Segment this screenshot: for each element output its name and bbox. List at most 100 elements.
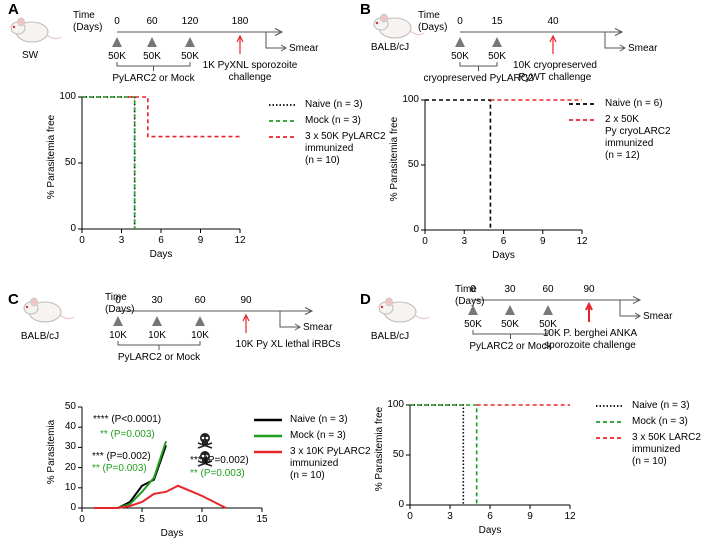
panel-label: D xyxy=(360,291,371,308)
arrow-head xyxy=(304,307,314,315)
legend-label: 3 x 10K PyLARC2 immunized (n = 10) xyxy=(290,446,371,481)
mouse-icon xyxy=(378,297,430,323)
y-tick-label: 0 xyxy=(413,224,419,235)
smear-arrow xyxy=(279,311,301,331)
challenge-label: 1K PyXNL sporozoite challenge xyxy=(202,60,298,83)
dose-label: 50K xyxy=(451,51,469,62)
dose-label: 50K xyxy=(108,51,126,62)
legend-label: Naive (n = 3) xyxy=(632,400,690,411)
x-tick-label: 0 xyxy=(422,236,428,247)
mouse-icon xyxy=(373,13,425,39)
day-label: 180 xyxy=(231,16,249,27)
day-label: 60 xyxy=(146,16,158,27)
x-tick-label: 6 xyxy=(158,235,164,246)
day-label: 15 xyxy=(491,16,503,27)
time-label: Time (Days) xyxy=(105,292,135,315)
significance-label: *** (P=0.002) xyxy=(190,455,249,466)
immunization-marker xyxy=(152,316,162,326)
day-label: 40 xyxy=(547,16,559,27)
x-tick-label: 5 xyxy=(139,514,145,525)
x-tick-label: 6 xyxy=(487,511,493,522)
panel-label: A xyxy=(8,1,19,18)
x-tick-label: 12 xyxy=(576,236,588,247)
data-line xyxy=(128,96,240,138)
day-label: 30 xyxy=(151,295,163,306)
day-label: 0 xyxy=(470,284,476,295)
challenge-arrow xyxy=(242,313,250,333)
y-axis-title: % Parasitemia free xyxy=(374,406,385,492)
immunization-marker xyxy=(113,316,123,326)
regimen-label: PyLARC2 or Mock xyxy=(112,73,195,84)
x-tick-label: 3 xyxy=(461,236,468,247)
mouse-strain: BALB/cJ xyxy=(370,42,410,53)
mouse-strain: SW xyxy=(21,50,39,61)
x-tick-label: 9 xyxy=(539,236,546,247)
significance-label: ** (P=0.003) xyxy=(100,429,155,440)
day-label: 60 xyxy=(194,295,206,306)
data-line xyxy=(94,484,227,509)
x-tick-label: 15 xyxy=(256,514,268,525)
readout-label: Smear xyxy=(628,43,658,54)
data-line xyxy=(410,404,478,505)
regimen-label: PyLARC2 or Mock xyxy=(117,352,201,363)
x-tick-label: 0 xyxy=(79,514,85,525)
x-axis-title: Days xyxy=(160,528,184,539)
time-label: Time (Days) xyxy=(73,10,103,33)
significance-label: ** (P=0.003) xyxy=(92,463,147,474)
immunization-marker xyxy=(112,37,122,47)
regimen-bracket xyxy=(117,341,201,350)
readout-label: Smear xyxy=(289,43,319,54)
immunization-marker xyxy=(185,37,195,47)
x-tick-label: 9 xyxy=(197,235,204,246)
y-tick-label: 50 xyxy=(392,449,404,460)
mouse-icon xyxy=(10,17,62,43)
regimen-label: cryopreserved PyLARC2 xyxy=(423,73,534,84)
y-axis-title: % Parasitemia free xyxy=(46,114,57,200)
x-tick-label: 12 xyxy=(564,511,576,522)
x-axis-title: Days xyxy=(492,250,515,261)
y-tick-label: 50 xyxy=(64,157,76,168)
y-tick-label: 50 xyxy=(64,401,76,412)
time-label: Time (Days) xyxy=(455,284,485,307)
x-tick-label: 10 xyxy=(196,514,208,525)
mouse-icon xyxy=(23,297,75,323)
dose-label: 50K xyxy=(539,319,557,330)
regimen-bracket xyxy=(459,62,498,71)
immunization-marker xyxy=(492,37,502,47)
x-tick-label: 0 xyxy=(79,235,85,246)
immunization-marker xyxy=(147,37,157,47)
day-label: 0 xyxy=(115,295,121,306)
dose-label: 50K xyxy=(181,51,199,62)
readout-label: Smear xyxy=(643,311,673,322)
data-line xyxy=(425,99,492,230)
legend-label: 3 x 50K PyLARC2 immunized (n = 10) xyxy=(305,131,386,166)
immunization-marker xyxy=(543,305,553,315)
panel-label: B xyxy=(360,1,371,18)
x-tick-label: 9 xyxy=(527,511,533,522)
x-tick-label: 12 xyxy=(234,235,246,246)
immunization-marker xyxy=(195,316,205,326)
y-axis-title: % Parasitemia xyxy=(46,419,57,484)
challenge-arrow xyxy=(549,34,557,54)
smear-arrow xyxy=(265,32,287,52)
legend-label: Mock (n = 3) xyxy=(290,430,346,441)
dose-label: 50K xyxy=(143,51,161,62)
day-label: 60 xyxy=(542,284,554,295)
death-icon xyxy=(197,432,213,449)
arrow-head xyxy=(614,28,624,36)
dose-label: 10K xyxy=(109,330,127,341)
y-tick-label: 100 xyxy=(59,91,76,102)
day-label: 90 xyxy=(240,295,252,306)
immunization-marker xyxy=(505,305,515,315)
y-tick-label: 0 xyxy=(70,223,76,234)
challenge-label: 10K Py XL lethal iRBCs xyxy=(235,339,341,350)
y-tick-label: 20 xyxy=(64,461,76,473)
regimen-bracket xyxy=(472,330,549,339)
significance-label: **** (P<0.0001) xyxy=(93,414,162,425)
day-label: 0 xyxy=(457,16,463,27)
dose-label: 50K xyxy=(488,51,506,62)
significance-label: *** (P=0.002) xyxy=(92,451,151,462)
significance-label: ** (P=0.003) xyxy=(190,468,245,479)
